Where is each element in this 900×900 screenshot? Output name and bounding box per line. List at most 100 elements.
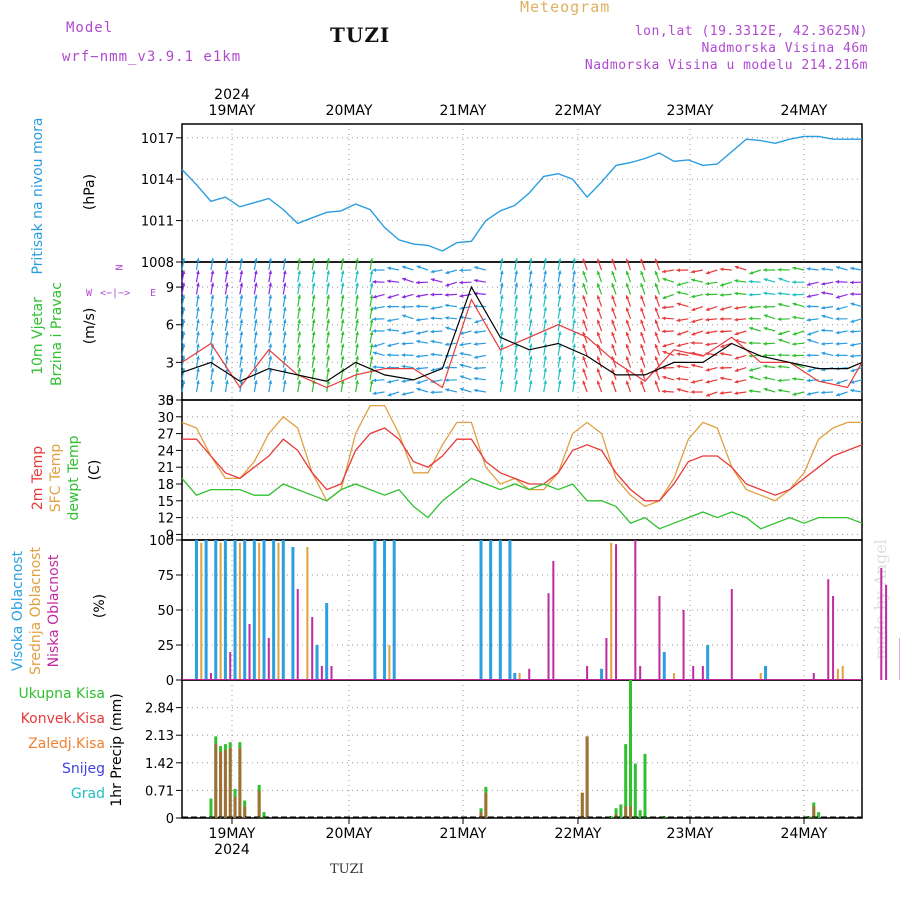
wind-arrow-head [582, 295, 587, 300]
cloud-bar-high [498, 540, 502, 680]
precip-bar-total [643, 753, 647, 818]
wind-arrow-head [705, 270, 710, 275]
wind-arrow-head [748, 292, 753, 297]
wind-arrow-head [778, 338, 783, 343]
wind-arrow-head [640, 270, 644, 275]
wind-arrow-head [372, 391, 377, 396]
wind-arrow-head [340, 294, 345, 299]
y-tick-label: 0 [166, 674, 174, 689]
wind-arrow-head [528, 294, 533, 299]
wind-arrow-head [268, 319, 273, 323]
wind-arrow-head [311, 270, 316, 275]
wind-arrow-head [196, 258, 200, 262]
wind-arrow-head [528, 258, 533, 262]
wind-arrow-head [253, 282, 258, 287]
wind-arrow-head [528, 355, 533, 360]
wind-arrow-head [596, 319, 601, 324]
wind-arrow-head [748, 305, 753, 310]
cloud-bar-high [223, 540, 227, 680]
wind-arrow-head [416, 317, 420, 322]
wind-arrow-head [850, 319, 855, 323]
wind-arrow-head [850, 354, 854, 358]
wind-arrow-head [210, 258, 215, 262]
wind-arrow-head [282, 380, 287, 384]
panel-frame [181, 123, 863, 263]
wind-arrow-head [720, 307, 725, 311]
wind-arrow-head [499, 258, 504, 262]
wind-arrow-head [416, 294, 420, 298]
wind-arrow-head [387, 392, 392, 397]
precip-bar-total [633, 763, 637, 818]
cloud-bar-low [586, 666, 589, 680]
wind-arrow-head [459, 351, 464, 356]
wind-arrow-head [499, 282, 504, 287]
wind-arrow-head [662, 350, 667, 355]
wind-arrow-head [459, 363, 464, 368]
wind-arrow-head [268, 258, 273, 262]
y-tick-label: 15 [157, 495, 174, 510]
y-tick-label: 0 [166, 812, 174, 827]
wind-arrow-head [719, 329, 724, 334]
wind-arrow-head [850, 302, 855, 307]
wind-arrow-head [239, 270, 244, 275]
wind-arrow-head [499, 343, 504, 348]
wind-arrow-head [253, 355, 258, 360]
top-day-label: 22MAY [555, 103, 602, 119]
wind-arrow-head [253, 306, 258, 311]
wind-arrow-head [821, 390, 825, 395]
wind-arrow-head [748, 316, 753, 321]
wind-arrow-head [297, 258, 302, 262]
wind-arrow-head [473, 366, 478, 371]
wind-arrow-head [499, 294, 504, 299]
wind-arrow-head [499, 367, 504, 372]
wind-arrow-head [734, 391, 739, 396]
wind-arrow-head [792, 302, 797, 307]
wind-arrow-head [528, 343, 533, 348]
wind-arrow-head [640, 307, 644, 312]
wind-arrow-head [372, 351, 377, 356]
wind-arrow-head [691, 269, 695, 274]
wind-arrow-head [239, 355, 244, 360]
wind-arrow-head [514, 319, 519, 323]
wind-arrows [181, 258, 863, 397]
wind-arrow-head [792, 266, 797, 271]
wind-arrow-head [268, 294, 273, 299]
cloud-bar-low [634, 540, 637, 680]
wind-arrow-head [778, 277, 783, 282]
wind-arrow-head [582, 344, 587, 349]
wind-arrow-head [611, 368, 615, 373]
wind-arrow-head [416, 265, 421, 269]
y-tick-label: 100 [149, 534, 174, 549]
wind-arrow-head [181, 270, 186, 275]
wind-arrow-head [792, 376, 796, 381]
cloud-bar-high [479, 540, 483, 680]
cloud-bar-high [291, 547, 295, 680]
wind-arrow-head [268, 355, 273, 360]
wind-arrow-head [402, 265, 406, 270]
wind-arrow-head [311, 258, 316, 262]
model-name: wrf−nmm_v3.9.1 e1km [62, 49, 242, 65]
wind-arrow-head [210, 306, 215, 311]
wind-arrow-head [625, 356, 630, 361]
y-tick-label: 21 [157, 461, 174, 476]
wind-arrow-head [662, 277, 667, 282]
wind-arrow-head [401, 294, 406, 299]
wind-arrow-head [499, 380, 504, 384]
cloud-bar-high [373, 540, 377, 680]
wind-arrow-head [835, 341, 840, 346]
wind-arrow-head [676, 376, 681, 381]
wind-arrow-head [514, 258, 519, 262]
compass-glyph: <−|−> [100, 288, 131, 299]
wind-arrow-head [528, 270, 533, 275]
wind-arrow-head [654, 319, 659, 324]
wind-arrow-head [355, 258, 359, 262]
wind-arrow-head [777, 291, 782, 296]
wind-arrow-head [557, 331, 562, 336]
wind-arrow-head [297, 380, 302, 384]
wind-arrow-head [763, 277, 768, 282]
wind-arrow-head [777, 353, 782, 357]
wind-arrow-head [654, 283, 659, 288]
wind-arrow-head [311, 355, 316, 360]
legend-total-precip: Ukupna Kisa [18, 686, 105, 702]
wind-arrow-head [748, 279, 753, 284]
